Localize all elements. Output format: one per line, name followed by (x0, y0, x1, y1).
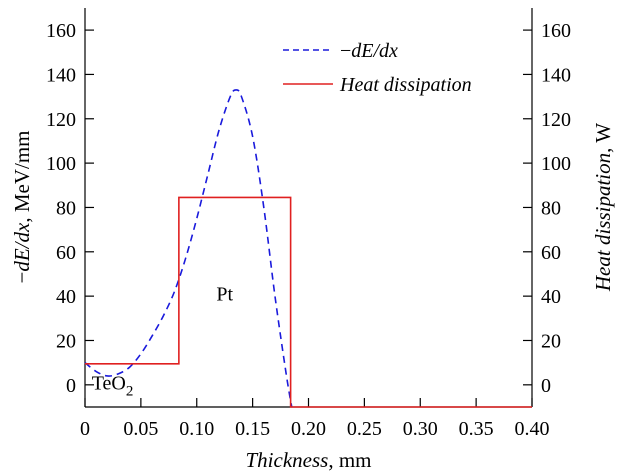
left-y-tick-label: 120 (46, 109, 76, 131)
right-y-tick-label: 60 (541, 242, 561, 264)
left-y-tick-label: 100 (46, 153, 76, 175)
right-y-tick-label: 0 (541, 375, 551, 397)
x-tick-label: 0.35 (459, 418, 494, 440)
x-tick-label: 0 (80, 418, 90, 440)
left-y-tick-label: 140 (46, 64, 76, 86)
left-y-tick-label: 20 (56, 330, 76, 352)
x-axis-label: Thickness, mm (246, 448, 372, 472)
annotation-subscript: 2 (126, 383, 134, 399)
left-y-tick-label: 40 (56, 286, 76, 308)
annotations: Pt TeO2 (92, 284, 234, 400)
series-dedx-line (84, 89, 293, 408)
legend-label-heat: Heat dissipation (339, 74, 472, 96)
x-axis-label-unit: , mm (328, 448, 371, 472)
annotation-pt: Pt (216, 284, 233, 306)
series-heat-dissipation-line (85, 196, 532, 408)
annotation-text: Pt (216, 284, 233, 306)
x-tick-label: 0.40 (515, 418, 550, 440)
left-y-axis-label-italic: dE/dx (10, 222, 34, 272)
left-y-tick-label: 160 (46, 20, 76, 42)
legend-label-dedx: −dE/dx (340, 40, 398, 62)
right-y-tick-label: 100 (541, 153, 571, 175)
right-y-axis-label-italic: Heat dissipation (591, 153, 615, 292)
left-y-axis-label-unit: , MeV/mm (10, 131, 34, 223)
legend: −dE/dx Heat dissipation (283, 40, 472, 96)
right-y-ticks: 0 20 40 60 80 100 120 140 160 (523, 20, 571, 397)
right-y-tick-label: 40 (541, 286, 561, 308)
left-y-ticks: 0 20 40 60 80 100 120 140 160 (46, 20, 94, 397)
legend-label-dedx-prefix: − (340, 40, 351, 62)
right-y-tick-label: 120 (541, 109, 571, 131)
x-ticks: 0 0.05 0.10 0.15 0.20 0.25 0.30 0.35 0.40 (80, 398, 550, 440)
x-tick-label: 0.30 (403, 418, 438, 440)
right-y-axis-label: Heat dissipation, W (591, 123, 615, 292)
right-y-tick-label: 20 (541, 330, 561, 352)
right-y-tick-label: 160 (541, 20, 571, 42)
x-tick-label: 0.15 (235, 418, 270, 440)
x-tick-label: 0.05 (123, 418, 158, 440)
plot-frame (84, 8, 533, 408)
annotation-text: TeO (92, 372, 126, 394)
left-y-tick-label: 0 (66, 375, 76, 397)
annotation-teo2: TeO2 (92, 372, 134, 399)
right-y-tick-label: 80 (541, 197, 561, 219)
left-y-tick-label: 60 (56, 242, 76, 264)
left-y-axis-label-prefix: − (10, 272, 34, 284)
x-axis-label-italic: Thickness (246, 448, 329, 472)
series-layer (84, 89, 532, 408)
left-y-axis-label: −dE/dx, MeV/mm (10, 131, 34, 284)
x-tick-label: 0.10 (179, 418, 214, 440)
legend-label-dedx-italic: dE/dx (351, 40, 398, 62)
left-y-tick-label: 80 (56, 197, 76, 219)
right-y-tick-label: 140 (541, 64, 571, 86)
x-tick-label: 0.20 (291, 418, 326, 440)
right-y-axis-label-unit: , W (591, 123, 615, 153)
x-tick-label: 0.25 (347, 418, 382, 440)
